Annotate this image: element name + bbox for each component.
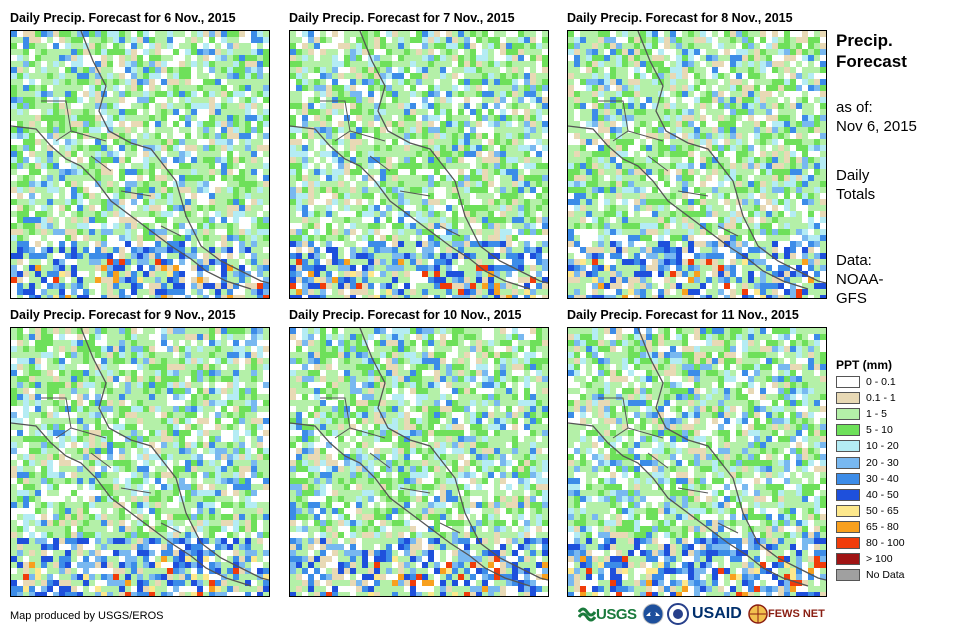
map-title-nov7: Daily Precip. Forecast for 7 Nov., 2015 [289,11,515,25]
sidebar-title: Precip. Forecast [836,31,907,71]
forecast-map-nov6 [10,30,270,299]
legend-item: No Data [836,568,905,582]
dhs-logo [667,600,689,628]
fews-net-globe-icon [748,604,768,624]
legend-swatch [836,408,860,421]
as-of-date: as of: Nov 6, 2015 [836,99,917,135]
daily-totals-label: Daily Totals [836,167,876,203]
forecast-map-nov10 [289,327,549,597]
map-title-nov10: Daily Precip. Forecast for 10 Nov., 2015 [289,308,522,322]
coastline [290,31,548,290]
legend-label: 30 - 40 [866,472,899,485]
legend-label: 80 - 100 [866,537,905,549]
legend-swatch [836,472,860,485]
legend-label: 10 - 20 [866,440,899,453]
legend-swatch [836,488,860,501]
legend-item: 20 - 30 [836,456,899,470]
legend-item: 40 - 50 [836,488,899,502]
country-borders [320,397,461,534]
legend-label: 50 - 65 [866,504,899,517]
forecast-map-nov7 [289,30,549,299]
legend-item: 5 - 10 [836,423,893,437]
country-borders [598,100,739,237]
legend-swatch [836,440,860,453]
legend-item: 0 - 0.1 [836,375,896,389]
map-title-nov6: Daily Precip. Forecast for 6 Nov., 2015 [10,11,236,25]
legend-swatch [836,537,860,549]
map-title-nov9: Daily Precip. Forecast for 9 Nov., 2015 [10,308,236,322]
usaid-logo: USAID [692,605,742,622]
forecast-map-nov9 [10,327,270,597]
agency-seal-icon [667,603,689,625]
usgs-logo: USGS [578,600,637,628]
legend-swatch [836,569,860,582]
legend-swatch [836,553,860,566]
legend-swatch [836,504,860,517]
legend-swatch [836,520,860,533]
legend-label: > 100 [866,553,893,566]
legend-label: 0 - 0.1 [866,376,896,388]
coastline [568,328,826,587]
legend-title: PPT (mm) [836,358,893,372]
legend-item: 65 - 80 [836,520,899,534]
legend-swatch [836,392,860,405]
legend-item: 50 - 65 [836,504,899,518]
legend-swatch [836,424,860,437]
country-borders [320,100,461,237]
legend-label: 1 - 5 [866,408,888,421]
legend-label: 20 - 30 [866,456,899,469]
fews-net-logo: FEWS NET [748,600,825,628]
legend-item: > 100 [836,552,893,566]
coastline [11,31,269,290]
map-title-nov11: Daily Precip. Forecast for 11 Nov., 2015 [567,308,799,322]
forecast-map-nov8 [567,30,827,299]
usgs-wave-icon [578,607,596,622]
legend-item: 0.1 - 1 [836,391,896,405]
legend-item: 30 - 40 [836,472,899,486]
forecast-map-nov11 [567,327,827,597]
legend-label: No Data [866,569,905,582]
data-source-label: Data: NOAA- GFS [836,252,884,307]
legend-item: 10 - 20 [836,439,899,453]
coastline [11,328,269,587]
country-borders [598,397,739,534]
coastline [568,31,826,290]
noaa-seal-icon [642,603,664,625]
legend-label: 65 - 80 [866,520,899,533]
noaa-logo [642,600,664,628]
legend-swatch [836,456,860,469]
legend-item: 80 - 100 [836,536,905,550]
map-credit: Map produced by USGS/EROS [10,610,164,622]
country-borders [41,100,182,237]
map-title-nov8: Daily Precip. Forecast for 8 Nov., 2015 [567,11,793,25]
coastline [290,328,548,587]
legend-label: 0.1 - 1 [866,392,896,405]
legend-label: 5 - 10 [866,424,893,437]
country-borders [41,397,182,534]
legend-label: 40 - 50 [866,488,899,501]
legend-item: 1 - 5 [836,407,887,421]
legend-swatch [836,376,860,388]
